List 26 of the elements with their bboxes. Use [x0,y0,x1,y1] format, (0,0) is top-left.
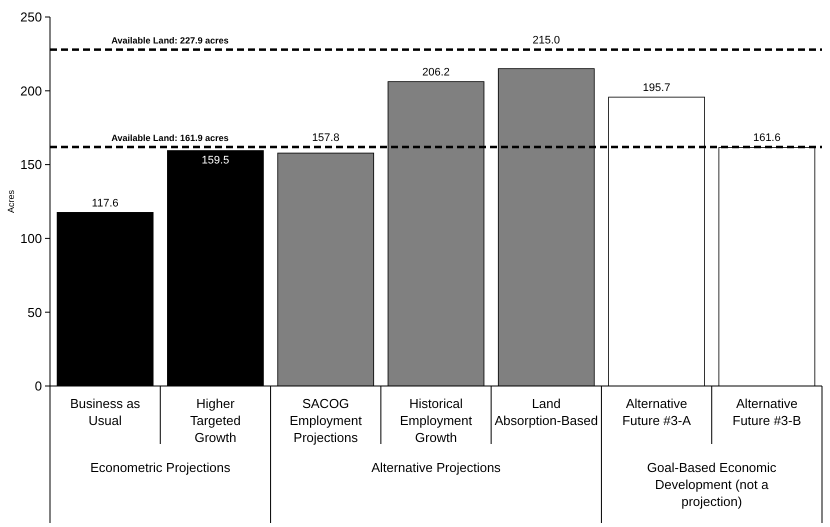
data-label: 161.6 [753,132,781,144]
data-label: 195.7 [642,82,670,94]
x-tick-label: Historical Employment Growth [400,396,473,445]
ref-line-label: Available Land: 161.9 acres [111,133,229,144]
y-tick-label: 150 [20,157,42,172]
y-tick-label: 250 [20,10,42,25]
data-label: 206.2 [422,66,450,79]
y-tick-label: 50 [28,304,42,320]
x-tick-label: Business as Usual [70,396,141,428]
text: Goal-Based Economic Development (not a projection) [647,460,777,509]
x-tick-label: Land Absorption-Based [494,396,598,428]
data-label: 157.8 [312,132,340,144]
y-axis-title: Acres [6,190,16,214]
data-label: 159.5 [202,154,230,167]
x-tick-label: Alternative Future #3-A [622,396,692,428]
data-label: 117.6 [92,197,118,210]
x-tick-label: SACOG Employment Projections [290,396,362,445]
data-label: 215.0 [532,34,560,47]
x-tick-label: Alternative Future #3-B [732,396,802,428]
text: Econometric Projections [90,460,231,475]
x-tick-label: Higher Targeted Growth [190,396,241,445]
y-tick-label: 100 [20,230,42,246]
y-tick-label: 0 [34,378,42,394]
y-tick-label: 200 [20,83,42,98]
ref-line-label: Available Land: 227.9 acres [111,36,229,46]
text: Alternative Projections [371,460,502,475]
